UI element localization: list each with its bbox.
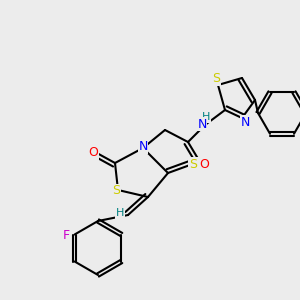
- Text: H: H: [116, 208, 124, 218]
- Text: N: N: [138, 140, 148, 154]
- Text: O: O: [199, 158, 209, 170]
- Text: S: S: [112, 184, 120, 197]
- Text: N: N: [197, 118, 207, 130]
- Text: S: S: [189, 158, 197, 170]
- Text: H: H: [202, 112, 210, 122]
- Text: O: O: [88, 146, 98, 160]
- Text: S: S: [212, 73, 220, 85]
- Text: F: F: [63, 229, 70, 242]
- Text: N: N: [240, 116, 250, 128]
